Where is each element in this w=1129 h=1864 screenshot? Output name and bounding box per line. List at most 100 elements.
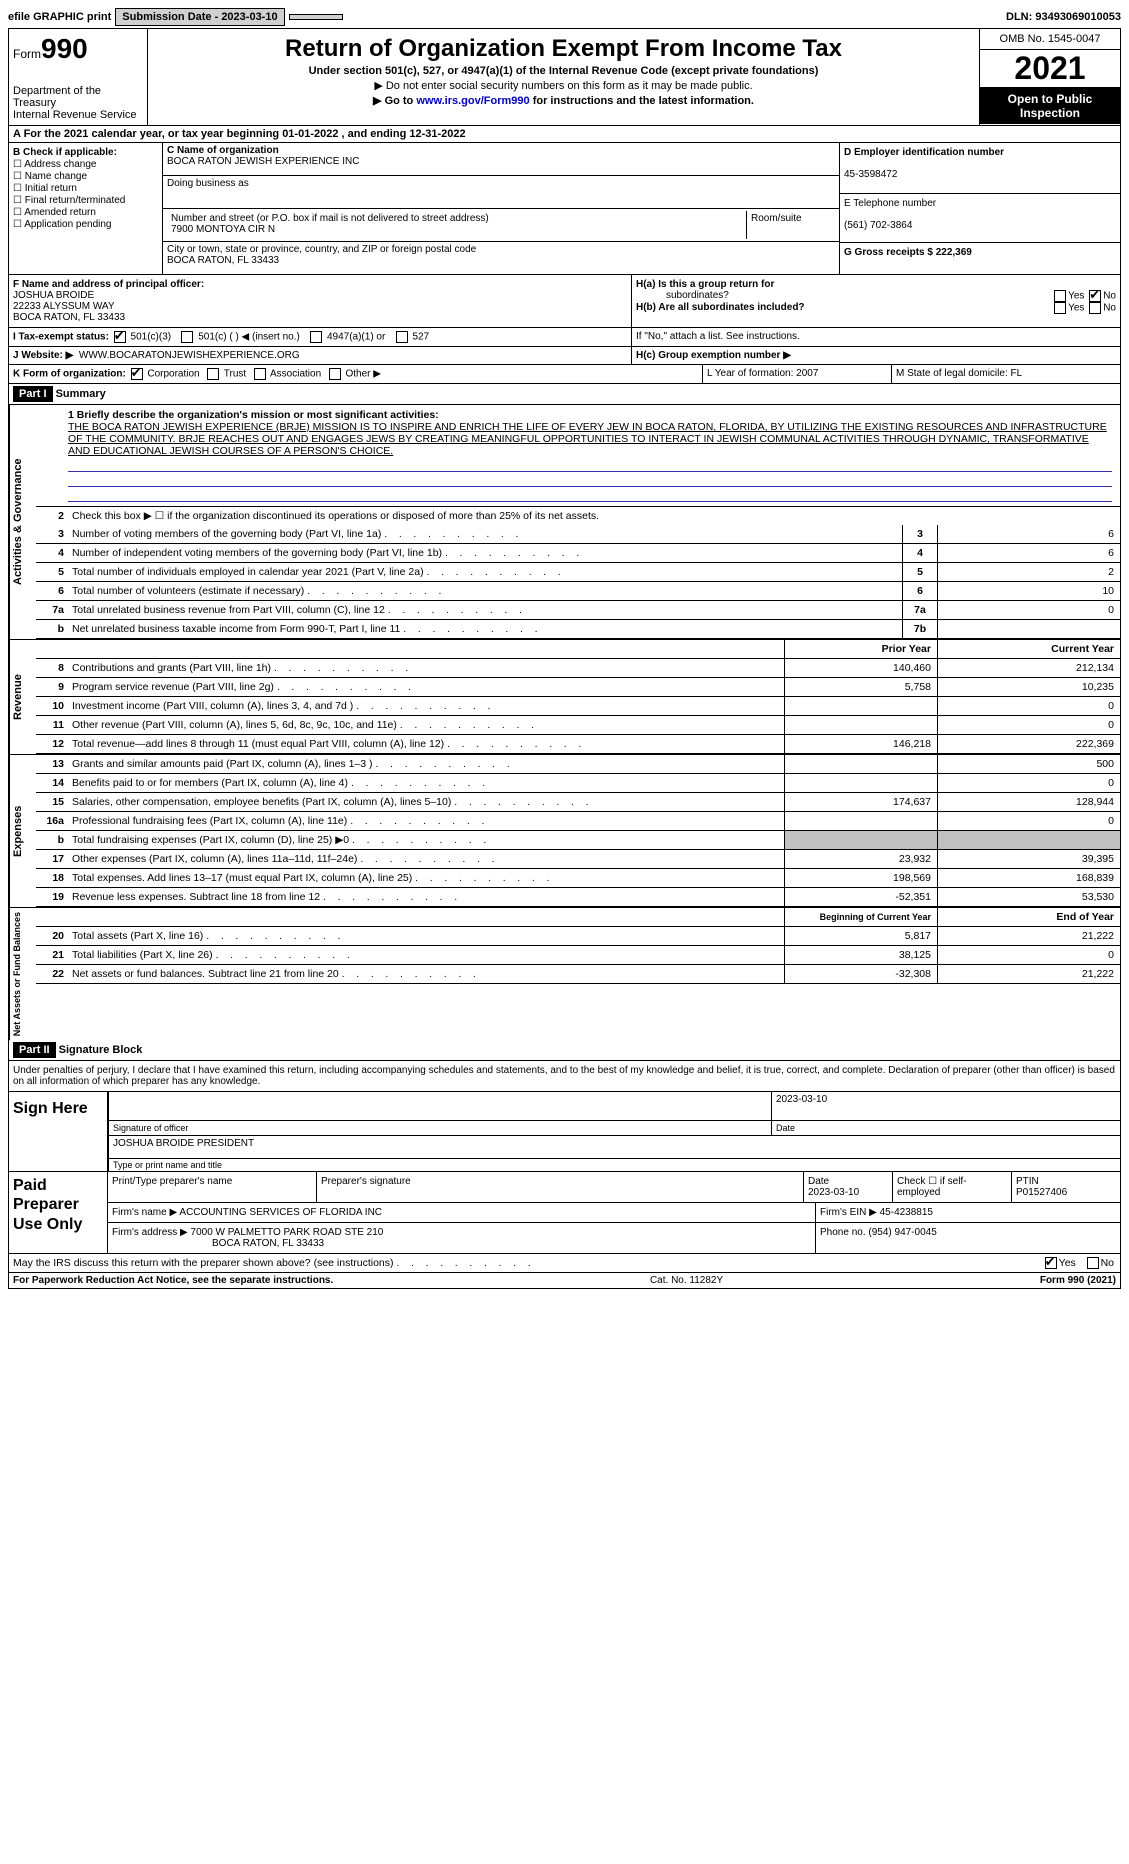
cb-initial-return[interactable]: ☐ Initial return xyxy=(13,183,158,194)
ha-no[interactable] xyxy=(1089,290,1101,302)
form-header: Form990 Department of the Treasury Inter… xyxy=(9,29,1120,126)
phone-value: (561) 702-3864 xyxy=(844,220,912,231)
city-state-zip: BOCA RATON, FL 33433 xyxy=(167,255,279,266)
table-row: 16aProfessional fundraising fees (Part I… xyxy=(36,812,1120,831)
form-subtitle-2: ▶ Do not enter social security numbers o… xyxy=(152,79,975,92)
firm-phone: (954) 947-0045 xyxy=(868,1227,936,1238)
table-row: 18Total expenses. Add lines 13–17 (must … xyxy=(36,869,1120,888)
table-row: 10Investment income (Part VIII, column (… xyxy=(36,697,1120,716)
form-subtitle-1: Under section 501(c), 527, or 4947(a)(1)… xyxy=(152,65,975,77)
dba-cell: Doing business as xyxy=(163,176,839,209)
ha-yes[interactable] xyxy=(1054,290,1066,302)
ptin: P01527406 xyxy=(1016,1187,1067,1198)
org-name: BOCA RATON JEWISH EXPERIENCE INC xyxy=(167,156,359,167)
part1-header: Part I xyxy=(13,386,53,402)
prep-date: 2023-03-10 xyxy=(808,1187,859,1198)
cb-other[interactable] xyxy=(329,368,341,380)
phone-cell: E Telephone number (561) 702-3864 xyxy=(840,194,1120,243)
header-right: OMB No. 1545-0047 2021 Open to Public In… xyxy=(979,29,1120,125)
mission-block: 1 Briefly describe the organization's mi… xyxy=(36,405,1120,507)
blank-btn[interactable] xyxy=(289,14,343,20)
firm-ein: 45-4238815 xyxy=(880,1207,933,1218)
section-bcd: B Check if applicable: ☐ Address change … xyxy=(9,143,1120,275)
omb-number: OMB No. 1545-0047 xyxy=(980,29,1120,50)
col-begin: Beginning of Current Year xyxy=(784,908,937,926)
col-end: End of Year xyxy=(937,908,1120,926)
col-c: C Name of organization BOCA RATON JEWISH… xyxy=(163,143,839,274)
row-a: A For the 2021 calendar year, or tax yea… xyxy=(9,126,1120,143)
ein-cell: D Employer identification number 45-3598… xyxy=(840,143,1120,194)
page-footer: For Paperwork Reduction Act Notice, see … xyxy=(9,1272,1120,1288)
col-b-title: B Check if applicable: xyxy=(13,147,117,158)
table-row: 13Grants and similar amounts paid (Part … xyxy=(36,755,1120,774)
sig-date-val: 2023-03-10 xyxy=(772,1092,1120,1120)
cb-527[interactable] xyxy=(396,331,408,343)
table-row: 3Number of voting members of the governi… xyxy=(36,525,1120,544)
cb-trust[interactable] xyxy=(207,368,219,380)
side-label-rev: Revenue xyxy=(9,640,36,754)
cb-amended-return[interactable]: ☐ Amended return xyxy=(13,207,158,218)
cb-final-return[interactable]: ☐ Final return/terminated xyxy=(13,195,158,206)
header-center: Return of Organization Exempt From Incom… xyxy=(148,29,979,125)
activities-governance: Activities & Governance 1 Briefly descri… xyxy=(9,405,1120,639)
open-public-badge: Open to Public Inspection xyxy=(980,88,1120,124)
side-label-gov: Activities & Governance xyxy=(9,405,36,639)
table-row: 15Salaries, other compensation, employee… xyxy=(36,793,1120,812)
header-left: Form990 Department of the Treasury Inter… xyxy=(9,29,148,125)
sign-here-label: Sign Here xyxy=(9,1092,107,1171)
row-k: K Form of organization: Corporation Trus… xyxy=(9,365,1120,384)
rev-header-row: Prior Year Current Year xyxy=(36,640,1120,659)
side-label-exp: Expenses xyxy=(9,755,36,907)
year-formation: L Year of formation: 2007 xyxy=(703,365,892,383)
website-url: WWW.BOCARATONJEWISHEXPERIENCE.ORG xyxy=(79,350,300,361)
net-assets-section: Net Assets or Fund Balances Beginning of… xyxy=(9,907,1120,1040)
cb-address-change[interactable]: ☐ Address change xyxy=(13,159,158,170)
cb-corp[interactable] xyxy=(131,368,143,380)
sig-name-caption: Type or print name and title xyxy=(109,1159,1120,1171)
table-row: 20Total assets (Part X, line 16)5,81721,… xyxy=(36,927,1120,946)
submission-date-btn[interactable]: Submission Date - 2023-03-10 xyxy=(115,8,284,26)
form-number: Form990 xyxy=(13,33,143,65)
cb-501c[interactable] xyxy=(181,331,193,343)
sign-here-row: Sign Here 2023-03-10 Signature of office… xyxy=(9,1092,1120,1172)
col-current: Current Year xyxy=(937,640,1120,658)
ein-value: 45-3598472 xyxy=(844,169,897,180)
table-row: 7aTotal unrelated business revenue from … xyxy=(36,601,1120,620)
paid-preparer: Paid Preparer Use Only Print/Type prepar… xyxy=(9,1172,1120,1254)
hb-no[interactable] xyxy=(1089,302,1101,314)
cb-501c3[interactable] xyxy=(114,331,126,343)
footer-right: Form 990 (2021) xyxy=(1040,1275,1116,1286)
sig-name: JOSHUA BROIDE PRESIDENT xyxy=(109,1136,1120,1158)
hb-yes[interactable] xyxy=(1054,302,1066,314)
gross-receipts: G Gross receipts $ 222,369 xyxy=(840,243,1120,262)
sig-date-caption: Date xyxy=(772,1121,1120,1135)
topbar: efile GRAPHIC print Submission Date - 20… xyxy=(8,8,1121,26)
prep-self-employed[interactable]: Check ☐ if self-employed xyxy=(893,1172,1012,1202)
line-2: 2 Check this box ▶ ☐ if the organization… xyxy=(36,507,1120,525)
table-row: 8Contributions and grants (Part VIII, li… xyxy=(36,659,1120,678)
part1-title-row: Part I Summary xyxy=(9,384,1120,405)
row-i: I Tax-exempt status: 501(c)(3) 501(c) ( … xyxy=(9,328,1120,347)
cb-4947[interactable] xyxy=(310,331,322,343)
sig-intro: Under penalties of perjury, I declare th… xyxy=(9,1061,1120,1092)
table-row: 22Net assets or fund balances. Subtract … xyxy=(36,965,1120,984)
table-row: 5Total number of individuals employed in… xyxy=(36,563,1120,582)
mission-text: THE BOCA RATON JEWISH EXPERIENCE (BRJE) … xyxy=(68,421,1112,457)
cb-application-pending[interactable]: ☐ Application pending xyxy=(13,219,158,230)
discuss-no[interactable] xyxy=(1087,1257,1099,1269)
revenue-section: Revenue Prior Year Current Year 8Contrib… xyxy=(9,639,1120,754)
state-domicile: M State of legal domicile: FL xyxy=(892,365,1120,383)
cb-name-change[interactable]: ☐ Name change xyxy=(13,171,158,182)
part2-header: Part II xyxy=(13,1042,56,1058)
cb-assoc[interactable] xyxy=(254,368,266,380)
sig-officer-caption: Signature of officer xyxy=(109,1121,772,1135)
efile-label: efile GRAPHIC print xyxy=(8,11,111,23)
side-label-net: Net Assets or Fund Balances xyxy=(9,908,36,1040)
irs-link[interactable]: www.irs.gov/Form990 xyxy=(416,95,529,107)
discuss-yes[interactable] xyxy=(1045,1257,1057,1269)
col-prior: Prior Year xyxy=(784,640,937,658)
firm-addr2: BOCA RATON, FL 33433 xyxy=(112,1238,324,1249)
fgh-row: F Name and address of principal officer:… xyxy=(9,275,1120,328)
table-row: 17Other expenses (Part IX, column (A), l… xyxy=(36,850,1120,869)
org-name-cell: C Name of organization BOCA RATON JEWISH… xyxy=(163,143,839,176)
